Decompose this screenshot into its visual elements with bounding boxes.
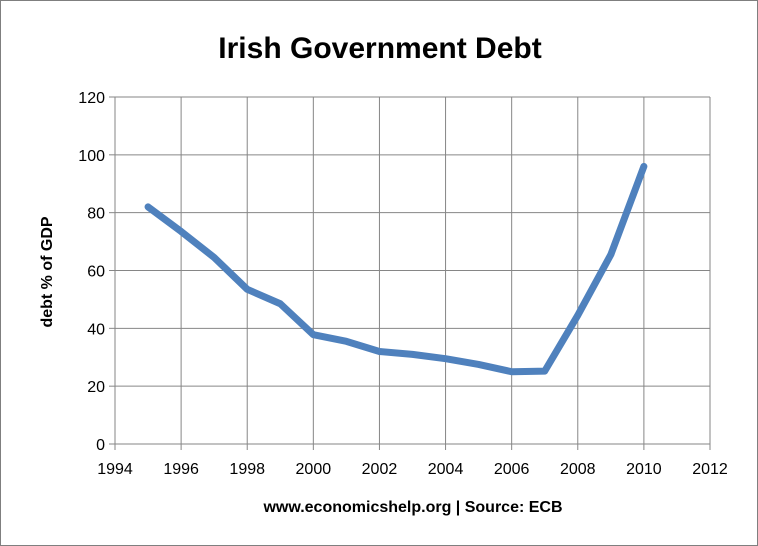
data-point [312,334,314,336]
series-layer [144,162,648,376]
x-tick-label: 2006 [494,461,530,478]
y-axis-label: debt % of GDP [39,216,56,327]
data-point [345,340,347,342]
x-tick-label: 2008 [560,461,596,478]
y-tick-labels: 0 20 40 60 80 100 120 [78,90,105,454]
y-tick-label: 60 [87,264,105,281]
x-tick-label: 2012 [692,461,728,478]
x-tick-label: 2002 [362,461,398,478]
data-point [213,256,215,258]
x-axis-label: www.economicshelp.org | Source: ECB [262,499,562,516]
x-tick-label: 2004 [428,461,464,478]
y-tick-label: 120 [78,90,105,107]
data-point [378,350,380,352]
y-tick-label: 80 [87,206,105,223]
y-tick-label: 100 [78,148,105,165]
x-tick-label: 2000 [296,461,332,478]
data-point [147,206,149,208]
x-tick-label: 2010 [626,461,662,478]
data-point [246,288,248,290]
chart-title: Irish Government Debt [218,32,541,65]
data-point [279,303,281,305]
data-point [478,363,480,365]
x-tick-label: 1994 [97,461,133,478]
data-point [180,230,182,232]
data-point [445,358,447,360]
data-point [610,254,612,256]
debt-series-line [144,162,648,376]
axes [109,96,711,450]
data-point [412,353,413,355]
y-tick-label: 20 [87,379,105,396]
x-tick-label: 1996 [163,461,199,478]
y-tick-label: 40 [87,321,105,338]
x-tick-labels: 1994 1996 1998 2000 2002 2004 2006 2008 2010 2012 [97,461,728,478]
data-point [544,370,546,372]
data-point [643,165,645,167]
y-tick-label: 0 [96,437,105,454]
x-tick-label: 1998 [229,461,265,478]
data-point [577,314,579,316]
gridlines [114,96,711,445]
data-point [511,371,513,373]
